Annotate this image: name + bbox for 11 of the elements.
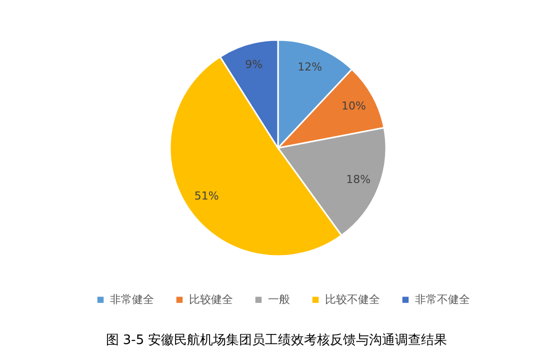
data-label: 9% (245, 58, 263, 72)
data-label: 18% (346, 172, 371, 186)
text: 图 3-5 安徽民航机场集团员工绩效考核反馈与沟通调查结果 (106, 332, 448, 348)
legend-label: 非常不健全 (415, 292, 470, 306)
data-label: 51% (194, 190, 219, 203)
data-label: 10% (341, 99, 366, 112)
legend-label: 比较不健全 (325, 292, 380, 306)
legend-label: 非常健全 (110, 292, 154, 306)
legend-label: 比较健全 (189, 292, 233, 306)
legend-label: 一般 (268, 292, 290, 306)
data-label: 12% (298, 60, 322, 74)
